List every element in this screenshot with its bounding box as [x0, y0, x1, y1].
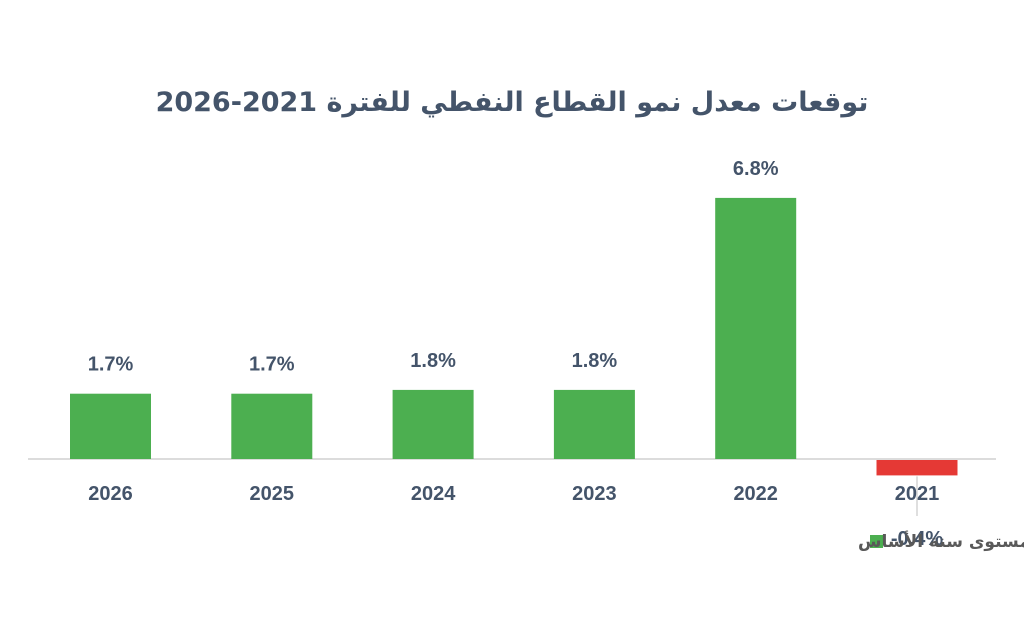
bar-2022: [715, 197, 797, 459]
data-label-2021: -0.4%: [891, 528, 943, 550]
x-tick-label-2025: 2025: [250, 483, 295, 505]
data-label-2024: 1.8%: [410, 350, 456, 372]
bar-2025: [231, 393, 313, 459]
legend-swatch: [870, 535, 883, 548]
x-tick-label-2023: 2023: [572, 483, 617, 505]
x-tick-label-2026: 2026: [88, 483, 133, 505]
legend-series-name: مقاساً بالتغير الحقيقي في الكميات مع تثب…: [858, 528, 1024, 552]
bar-2023: [553, 389, 635, 459]
bar-2021: [876, 460, 958, 476]
data-label-2022: 6.8%: [733, 158, 779, 180]
data-label-2025: 1.7%: [249, 354, 295, 376]
bar-2026: [70, 393, 151, 459]
x-tick-label-2024: 2024: [411, 483, 456, 505]
x-tick-label-2021: 2021: [895, 483, 940, 505]
bar-2024: [392, 389, 474, 459]
data-label-2023: 1.8%: [572, 350, 618, 372]
legend: مقاساً بالتغير الحقيقي في الكميات مع تثب…: [858, 528, 1024, 552]
chart-title: توقعات معدل نمو القطاع النفطي للفترة 202…: [156, 87, 869, 118]
bars-group: 2021 -0.4% 2022 6.8% 2023 1.8% 2024 1.8% 2025 1.7…: [70, 158, 958, 550]
x-tick-label-2022: 2022: [733, 483, 778, 505]
data-label-2026: 1.7%: [88, 354, 134, 376]
